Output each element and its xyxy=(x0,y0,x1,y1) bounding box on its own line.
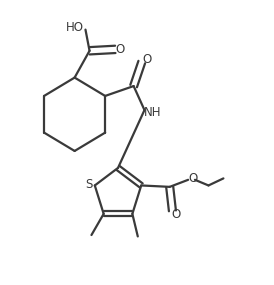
Text: NH: NH xyxy=(144,106,161,119)
Text: O: O xyxy=(188,172,197,185)
Text: O: O xyxy=(172,208,181,221)
Text: O: O xyxy=(142,53,152,66)
Text: S: S xyxy=(85,178,93,191)
Text: O: O xyxy=(116,43,125,56)
Text: HO: HO xyxy=(66,21,84,34)
